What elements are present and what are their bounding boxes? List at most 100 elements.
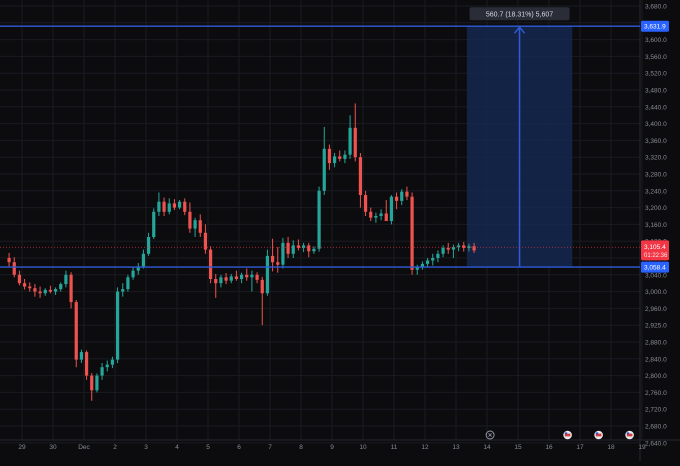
candle xyxy=(33,284,37,297)
candle xyxy=(141,249,146,269)
candle-body xyxy=(317,190,321,249)
time-tick-label: 14 xyxy=(483,444,491,451)
candle-body xyxy=(157,201,161,212)
price-tick-label: 3,160.0 xyxy=(645,222,667,229)
candle xyxy=(22,279,27,290)
candle xyxy=(363,190,368,216)
candle xyxy=(384,200,388,222)
candle-body xyxy=(348,127,352,155)
candle-body xyxy=(74,302,78,360)
candle-body xyxy=(90,375,94,391)
candle xyxy=(431,253,435,266)
candle xyxy=(312,246,316,254)
candle-body xyxy=(415,267,419,270)
candle xyxy=(234,270,239,281)
candle xyxy=(276,247,280,273)
candle xyxy=(7,252,11,267)
horizontal-price-lines[interactable] xyxy=(0,25,640,268)
candle xyxy=(188,202,192,233)
candle xyxy=(405,186,409,201)
candle-body xyxy=(239,274,244,279)
price-tick-label: 3,200.0 xyxy=(645,205,667,212)
candle xyxy=(420,261,425,270)
price-tick-label: 2,925.0 xyxy=(645,323,667,330)
price-tags: 3,631.9 3,058.4 3,105.4 01:22:36 xyxy=(641,20,669,273)
candle-body xyxy=(141,253,146,267)
candle xyxy=(456,242,461,252)
candle-body xyxy=(224,277,228,281)
candle-body xyxy=(441,247,445,254)
candle-body xyxy=(115,291,120,360)
time-tick-label: 8 xyxy=(299,444,303,451)
price-range-measure[interactable]: 560.7 (18.31%) 5,607 xyxy=(466,7,573,268)
candle xyxy=(229,273,233,284)
candle-body xyxy=(379,213,383,216)
event-marker-icon[interactable] xyxy=(485,430,495,440)
candle xyxy=(95,373,99,393)
candle-body xyxy=(126,277,130,290)
price-tick-label: 2,840.0 xyxy=(645,356,667,363)
candle xyxy=(245,268,249,281)
price-tag-box xyxy=(641,20,669,32)
price-tick-label: 3,320.0 xyxy=(645,155,667,162)
candle-body xyxy=(38,291,42,294)
candle-body xyxy=(301,245,306,248)
candle-body xyxy=(286,242,290,254)
candle-body xyxy=(338,156,342,159)
candle-body xyxy=(214,279,218,284)
candle-body xyxy=(177,201,182,208)
candle-body xyxy=(343,154,347,159)
candle xyxy=(208,246,213,284)
price-tick-label: 3,280.0 xyxy=(645,172,667,179)
candle-body xyxy=(374,216,378,218)
candle-body xyxy=(234,276,239,279)
candle-body xyxy=(322,148,326,191)
price-tick-label: 3,000.0 xyxy=(645,289,667,296)
candle xyxy=(162,197,166,216)
price-tick-label: 2,880.0 xyxy=(645,340,667,347)
price-tick-label: 2,760.0 xyxy=(645,390,667,397)
measure-label: 560.7 (18.31%) 5,607 xyxy=(486,12,553,19)
candle-body xyxy=(219,277,223,284)
candle xyxy=(338,150,342,162)
candle xyxy=(53,287,58,295)
candle-body xyxy=(291,245,295,254)
price-tag-label: 3,631.9 xyxy=(644,24,666,31)
candle-body xyxy=(296,245,301,248)
time-tick-label: 12 xyxy=(421,444,429,451)
candle xyxy=(48,285,53,294)
candle xyxy=(110,356,115,369)
candle-body xyxy=(363,195,368,212)
candle-body xyxy=(7,258,11,263)
candle xyxy=(203,224,208,254)
time-tick-label: 7 xyxy=(268,444,272,451)
price-tick-label: 3,400.0 xyxy=(645,121,667,128)
time-axis[interactable]: 29 30 Dec 2 3 4 5 6 7 8 9 10 11 12 13 14 15 16 17 18 19 xyxy=(18,444,646,451)
candle xyxy=(126,274,130,292)
candle xyxy=(59,282,63,292)
us-flag-canton xyxy=(564,432,568,435)
candle-body xyxy=(53,289,58,292)
candle xyxy=(100,363,104,380)
candle-body xyxy=(270,255,275,263)
candle xyxy=(250,270,254,292)
candle xyxy=(136,263,140,275)
candle xyxy=(69,272,73,309)
price-tick-label: 3,600.0 xyxy=(645,37,667,44)
time-tick-label: 17 xyxy=(576,444,584,451)
candle xyxy=(379,209,383,221)
candle-body xyxy=(172,203,177,208)
candle-body xyxy=(358,157,363,195)
price-tick-label: 3,040.0 xyxy=(645,272,667,279)
candle-body xyxy=(312,248,316,252)
candle-body xyxy=(462,245,466,248)
measure-label-box xyxy=(469,7,570,21)
candle-body xyxy=(456,245,461,248)
candle xyxy=(265,249,270,296)
candle-body xyxy=(332,156,337,164)
candle-body xyxy=(369,211,373,218)
event-markers[interactable] xyxy=(485,430,634,440)
candle xyxy=(353,103,357,162)
